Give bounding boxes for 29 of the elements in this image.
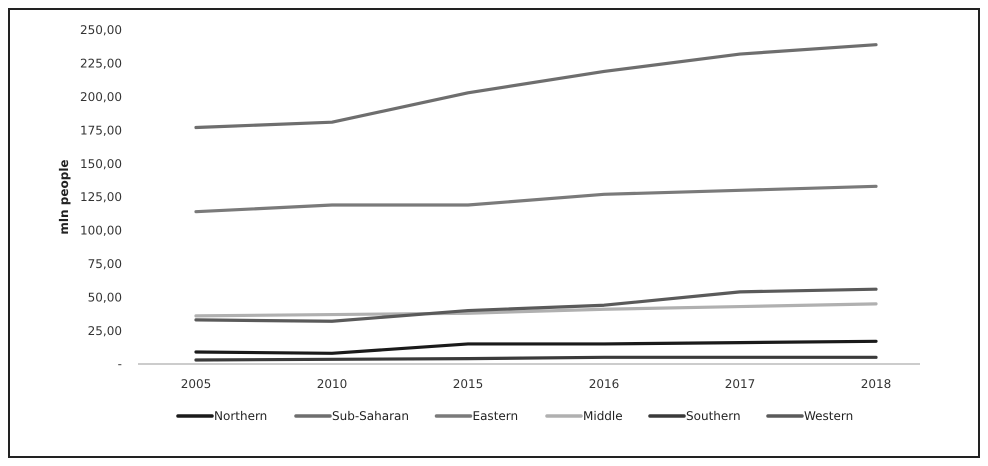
y-tick-label: 75,00 bbox=[88, 257, 122, 271]
legend-label: Western bbox=[804, 409, 854, 424]
line-series bbox=[194, 184, 878, 214]
line-series bbox=[194, 288, 878, 323]
y-tick-label: 250,00 bbox=[80, 23, 122, 38]
x-tick-label: 2005 bbox=[180, 377, 212, 391]
legend-label: Middle bbox=[583, 409, 623, 424]
y-tick-label: 200,00 bbox=[80, 90, 122, 104]
legend-label: Southern bbox=[686, 409, 741, 424]
y-tick-label: 50,00 bbox=[88, 290, 122, 304]
x-tick-label: 2015 bbox=[452, 377, 484, 391]
y-tick-label: 175,00 bbox=[80, 123, 122, 138]
x-tick-label: 2016 bbox=[588, 377, 620, 391]
x-tick-label: 2010 bbox=[316, 377, 348, 391]
y-tick-label: 100,00 bbox=[80, 224, 122, 238]
y-tick-label: 225,00 bbox=[80, 56, 122, 71]
y-tick-label: 150,00 bbox=[80, 156, 122, 171]
x-tick-label: 2017 bbox=[724, 377, 756, 391]
y-tick-label: 25,00 bbox=[88, 324, 122, 338]
legend-label: Eastern bbox=[472, 409, 518, 424]
legend-label: Sub-Saharan bbox=[332, 409, 409, 424]
line-series bbox=[194, 340, 878, 355]
line-series bbox=[194, 43, 878, 130]
y-axis-title: mln people bbox=[57, 159, 71, 235]
x-tick-label: 2018 bbox=[860, 377, 892, 391]
line-series bbox=[194, 302, 878, 318]
y-tick-label: 125,00 bbox=[80, 190, 122, 204]
y-tick-label: - bbox=[118, 357, 122, 372]
legend-label: Northern bbox=[214, 409, 268, 424]
